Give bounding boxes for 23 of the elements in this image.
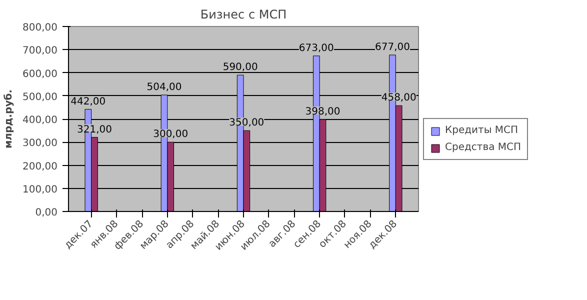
y-tick-label: 600,00 — [22, 68, 58, 80]
data-label: 590,00 — [222, 62, 258, 74]
data-label: 458,00 — [381, 92, 416, 104]
data-label: 677,00 — [375, 42, 410, 53]
y-tick-label: 100,00 — [22, 184, 58, 196]
y-tick-label: 400,00 — [22, 115, 58, 126]
legend-label: Средства МСП — [445, 142, 522, 153]
data-label: 673,00 — [298, 42, 334, 54]
data-label: 442,00 — [70, 96, 106, 108]
y-tick-label: 500,00 — [22, 92, 58, 103]
y-tick-label: 700,00 — [22, 46, 58, 57]
data-label: 350,00 — [229, 118, 264, 129]
y-tick-label: 800,00 — [22, 22, 58, 34]
data-label: 321,00 — [77, 124, 112, 136]
data-label: 398,00 — [305, 106, 340, 118]
y-tick-label: 0,00 — [35, 208, 58, 218]
data-label: 300,00 — [153, 129, 188, 140]
chart-title: Бизнес с МСП — [200, 8, 287, 22]
y-axis-title: млрд.руб. — [4, 89, 15, 148]
y-tick-label: 200,00 — [22, 161, 58, 172]
data-label: 504,00 — [146, 82, 182, 93]
legend-label: Кредиты МСП — [445, 125, 518, 136]
y-tick-label: 300,00 — [22, 138, 58, 150]
